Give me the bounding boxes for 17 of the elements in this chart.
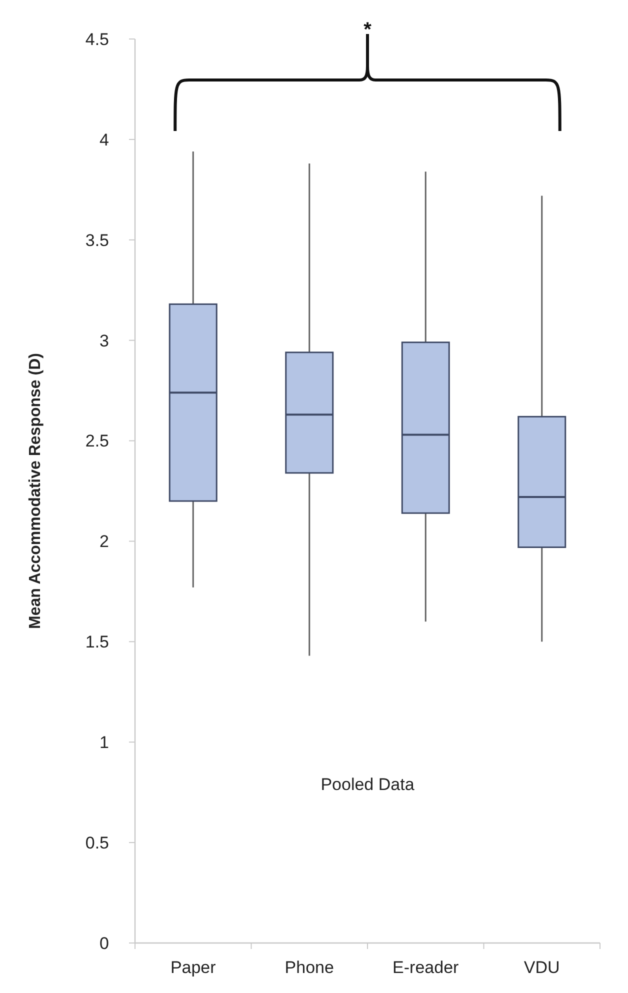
y-tick-label: 0 (100, 934, 109, 953)
annotation: Pooled Data (320, 775, 415, 794)
y-tick-label: 3.5 (85, 230, 109, 250)
y-tick-label: 1 (100, 733, 109, 752)
y-tick-label: 2.5 (85, 432, 109, 451)
x-tick-label: VDU (524, 958, 560, 977)
annotation: * (364, 19, 372, 41)
y-tick-label: 4.5 (85, 30, 109, 49)
x-tick-label: Paper (170, 958, 216, 977)
x-tick-label: Phone (284, 958, 334, 977)
y-tick-label: 3 (100, 331, 109, 350)
x-tick-label: E-reader (392, 958, 460, 977)
y-tick-label: 2 (100, 532, 109, 552)
y-tick-label: 0.5 (85, 834, 109, 853)
y-tick-label: 1.5 (85, 632, 109, 652)
y-axis-title: Mean Accommodative Response (D) (27, 353, 44, 629)
y-tick-label: 4 (100, 130, 109, 150)
